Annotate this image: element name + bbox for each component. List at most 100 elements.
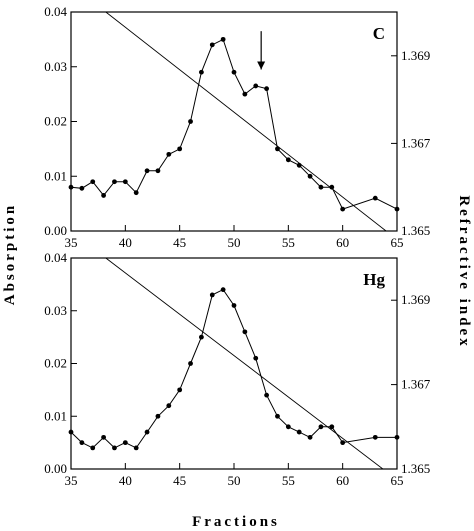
y-tick-label-right: 1.365 (401, 223, 430, 238)
data-point (79, 440, 85, 446)
data-point (177, 387, 183, 393)
y-tick-label-right: 1.369 (401, 292, 430, 307)
data-point (133, 445, 139, 451)
data-point (112, 445, 117, 451)
data-point (188, 119, 193, 124)
data-point (340, 440, 346, 446)
data-point (275, 146, 280, 152)
y-tick-label-left: 0.04 (44, 4, 67, 19)
y-tick-label-left: 0.01 (44, 408, 67, 423)
data-point (264, 86, 269, 92)
plot-frame (70, 11, 398, 232)
chart-panel-hg: 35 40 45 50 55 60 65 0.00 0.01 0.02 0.03 0.04 1.365 1… (44, 250, 431, 488)
arrow-head (257, 61, 266, 70)
data-point (90, 445, 96, 451)
data-point (231, 303, 237, 308)
data-point (155, 413, 161, 419)
absorption-line (70, 288, 397, 449)
data-point (112, 179, 117, 185)
x-tick-label: 35 (65, 473, 78, 488)
data-point (199, 334, 204, 340)
x-tick-label: 35 (65, 235, 78, 250)
y-tick-label-left: 0.00 (44, 223, 67, 238)
y-axis-title-right: Refractive index (456, 195, 472, 348)
x-tick-label: 65 (391, 235, 404, 250)
data-point (253, 83, 259, 89)
data-point (166, 151, 172, 157)
data-point (242, 329, 248, 335)
refractive-index-line (105, 257, 384, 470)
data-point (209, 292, 215, 298)
panel-label: Hg (363, 270, 385, 289)
data-point (199, 69, 204, 75)
x-tick-label: 40 (119, 235, 132, 250)
data-point (68, 184, 74, 190)
x-tick-label: 50 (228, 235, 241, 250)
data-point (340, 206, 346, 212)
plot-frame (70, 257, 398, 470)
data-point (133, 190, 139, 196)
data-point (209, 42, 215, 48)
data-point (296, 429, 302, 435)
x-tick-label: 55 (282, 235, 295, 250)
x-tick-label: 40 (119, 473, 132, 488)
x-axis-title: Fractions (192, 514, 280, 530)
data-point (166, 403, 172, 409)
x-tick-label: 50 (228, 473, 241, 488)
data-point (101, 193, 106, 198)
data-point (122, 179, 128, 185)
y-tick-label-left: 0.02 (44, 114, 67, 129)
data-point (329, 184, 335, 190)
data-point (394, 206, 400, 212)
y-tick-label-left: 0.02 (44, 356, 67, 371)
x-tick-label: 60 (336, 235, 349, 250)
refractive-index-line (105, 11, 387, 232)
y-tick-label-right: 1.367 (401, 377, 431, 392)
x-tick-label: 45 (173, 235, 186, 250)
data-point (155, 168, 161, 174)
data-point (253, 355, 259, 361)
data-point (101, 434, 106, 440)
y-axis-title-left: Absorption (2, 203, 18, 306)
data-point (264, 392, 269, 398)
y-tick-label-left: 0.01 (44, 168, 67, 183)
data-point (220, 287, 226, 293)
x-tick-label: 60 (336, 473, 349, 488)
absorption-line (70, 38, 398, 210)
x-tick-label: 65 (391, 473, 404, 488)
data-point (285, 424, 291, 430)
data-point (122, 440, 128, 446)
chart-panel-c: 35 40 45 50 55 60 65 0.00 0.01 0.02 0.03 0.04 1.365 1… (44, 4, 431, 250)
y-tick-label-left: 0.00 (44, 461, 67, 476)
y-tick-label-left: 0.03 (44, 59, 67, 74)
y-tick-label-right: 1.365 (401, 461, 430, 476)
data-point (68, 429, 74, 435)
x-tick-label: 55 (282, 473, 295, 488)
y-tick-label-right: 1.367 (401, 135, 431, 150)
data-point (177, 146, 183, 152)
data-point (394, 434, 400, 440)
panel-label: C (373, 24, 385, 43)
data-point (231, 69, 237, 75)
data-point (318, 184, 324, 190)
data-point (307, 434, 313, 440)
data-point (307, 173, 313, 179)
data-point (318, 424, 324, 430)
data-point (285, 157, 291, 163)
y-tick-label-left: 0.04 (44, 250, 67, 265)
data-point (188, 361, 193, 366)
data-point (90, 179, 96, 185)
data-point (329, 424, 335, 430)
data-point (220, 36, 226, 42)
x-tick-label: 45 (173, 473, 186, 488)
data-point (242, 91, 248, 97)
y-tick-label-left: 0.03 (44, 303, 67, 318)
data-point (372, 434, 378, 440)
data-point (144, 429, 150, 435)
data-point (275, 413, 280, 419)
y-tick-label-right: 1.369 (401, 48, 430, 63)
data-point (372, 195, 378, 201)
data-point (144, 168, 150, 174)
data-point (79, 185, 85, 191)
